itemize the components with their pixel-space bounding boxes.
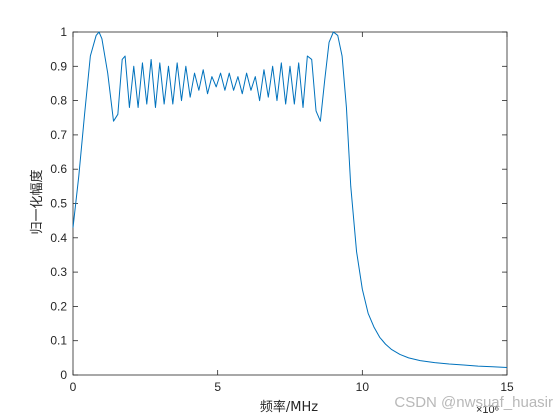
y-tick-label: 0.2 — [50, 299, 67, 313]
plot-area — [72, 31, 508, 376]
x-tick-label: 15 — [500, 380, 514, 394]
y-tick-label: 0 — [60, 368, 67, 382]
y-tick-label: 0.6 — [50, 162, 67, 176]
y-tick-label: 0.7 — [50, 128, 67, 142]
y-tick-label: 0.4 — [50, 231, 67, 245]
series-line-0 — [72, 31, 508, 368]
y-tick-label: 0.8 — [50, 94, 67, 108]
x-axis-exponent-label: ×10⁶ — [476, 404, 499, 416]
x-axis-label: 频率/MHz — [260, 399, 318, 415]
axis-ticks: 0 5 10 15 0 0.1 0.2 0.3 0.4 0.5 0.6 0.7 0.8 0.9 1 — [50, 25, 514, 394]
y-tick-label: 0.9 — [50, 59, 67, 73]
x-tick-label: 10 — [356, 380, 370, 394]
x-tick-label: 5 — [214, 380, 221, 394]
y-tick-label: 0.3 — [50, 265, 67, 279]
watermark-text: CSDN @nwsuaf_huasir — [394, 394, 553, 411]
y-tick-label: 0.5 — [50, 197, 67, 211]
y-axis-label: 归一化幅度 — [29, 169, 45, 234]
y-tick-label: 1 — [60, 25, 67, 39]
y-tick-label: 0.1 — [50, 334, 67, 348]
axes-box — [72, 31, 508, 376]
x-tick-label: 0 — [70, 380, 77, 394]
